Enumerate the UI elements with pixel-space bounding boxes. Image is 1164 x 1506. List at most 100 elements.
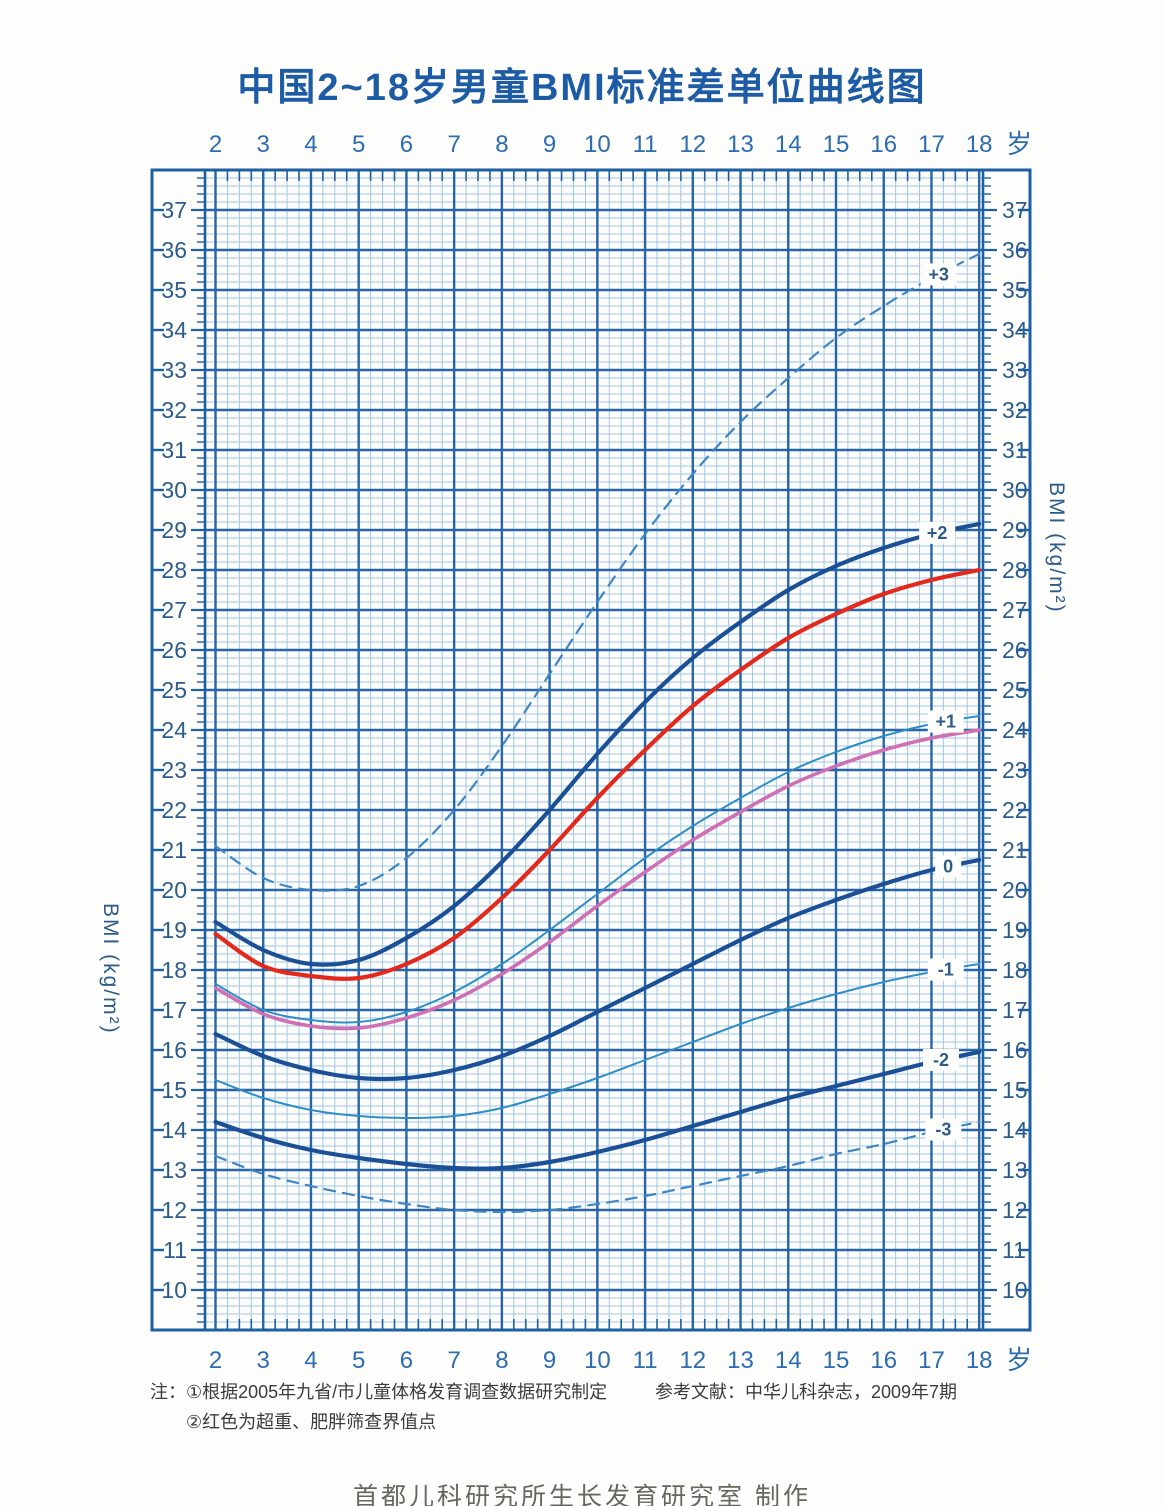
y-tick-label-left: 13	[161, 1157, 187, 1183]
y-tick-label-left: 32	[161, 397, 187, 423]
x-tick-label-top: 8	[495, 131, 508, 158]
y-tick-label-left: 37	[161, 197, 187, 223]
curve-label-chip	[927, 710, 964, 733]
curve-label-plus3: +3	[928, 264, 949, 284]
credit-line: 首都儿科研究所生长发育研究室 制作	[353, 1483, 811, 1506]
sd-curve-minus2	[213, 1049, 982, 1171]
y-tick-label-left: 23	[161, 757, 187, 783]
x-axis-unit-top: 岁	[1006, 129, 1032, 159]
y-tick-label-right: 26	[1002, 637, 1028, 663]
obesity-cutoff-curve	[213, 567, 982, 981]
y-tick-label-right: 18	[1002, 957, 1028, 983]
x-tick-label-top: 13	[727, 131, 754, 158]
sd-curve-0	[213, 857, 982, 1082]
curve-label-minus1: -1	[938, 960, 954, 980]
curve-label-chip	[927, 958, 964, 981]
overweight-cutoff-curve	[213, 728, 981, 1031]
x-tick-label-bottom: 9	[543, 1347, 556, 1374]
sd-curves	[213, 252, 982, 1214]
y-tick-label-left: 30	[161, 477, 187, 503]
grid-major-lines	[205, 170, 983, 1332]
curve-label-minus2: -2	[933, 1050, 949, 1070]
y-tick-label-right: 22	[1002, 797, 1028, 823]
y-tick-label-left: 15	[161, 1077, 187, 1103]
x-tick-label-top: 17	[918, 131, 945, 158]
x-tick-label-top: 10	[584, 131, 611, 158]
y-tick-label-right: 21	[1002, 837, 1028, 863]
x-tick-label-bottom: 2	[209, 1347, 222, 1374]
curve-label-chip	[935, 855, 962, 878]
y-tick-label-left: 21	[161, 837, 187, 863]
x-tick-label-top: 2	[209, 131, 222, 158]
y-axis-labels: 10 10 11 11 12 12 13 13 14 14 15 15 16 16 17 17 18 18 19 19…	[161, 197, 1027, 1303]
x-tick-label-top: 9	[543, 131, 556, 158]
y-tick-label-right: 28	[1002, 557, 1028, 583]
x-tick-label-top: 15	[823, 131, 850, 158]
y-axis-label-right: BMI (kg/m²)	[1045, 482, 1068, 614]
x-tick-label-bottom: 4	[304, 1347, 317, 1374]
footnote-line1: 注：①根据2005年九省/市儿童体格发育调查数据研究制定	[150, 1378, 607, 1404]
y-tick-label-left: 16	[161, 1037, 187, 1063]
y-tick-label-left: 11	[163, 1237, 187, 1263]
y-tick-label-left: 26	[161, 637, 187, 663]
footnote-red-meaning: ②红色为超重、肥胖筛查界值点	[186, 1412, 437, 1432]
curve-label-0: 0	[943, 857, 953, 877]
plot-frame	[150, 168, 1032, 1332]
x-tick-label-top: 6	[400, 131, 413, 158]
curve-label-plus1: +1	[936, 712, 957, 732]
y-tick-label-left: 34	[161, 317, 187, 343]
y-tick-label-right: 12	[1002, 1197, 1028, 1223]
y-tick-label-left: 12	[161, 1197, 187, 1223]
y-tick-label-left: 36	[161, 237, 187, 263]
x-axis-unit-bottom: 岁	[1006, 1345, 1032, 1375]
y-tick-label-left: 19	[161, 917, 187, 943]
footnote-prefix: 注：	[150, 1382, 186, 1402]
y-tick-label-right: 35	[1002, 277, 1028, 303]
x-tick-label-bottom: 17	[918, 1347, 945, 1374]
x-tick-label-top: 18	[966, 131, 993, 158]
sd-curve-plus3	[214, 252, 981, 892]
y-tick-label-right: 17	[1002, 997, 1028, 1023]
footnote-source: ①根据2005年九省/市儿童体格发育调查数据研究制定	[186, 1382, 608, 1402]
y-tick-label-right: 10	[1002, 1277, 1028, 1303]
x-tick-label-bottom: 14	[775, 1347, 802, 1374]
x-tick-label-bottom: 3	[257, 1347, 270, 1374]
y-tick-label-right: 34	[1002, 317, 1028, 343]
y-tick-label-right: 20	[1002, 877, 1028, 903]
footnote-reference: 参考文献：中华儿科杂志，2009年7期	[655, 1382, 958, 1402]
sd-curve-plus2	[213, 521, 982, 967]
y-tick-label-left: 17	[161, 997, 187, 1023]
x-tick-label-top: 14	[775, 131, 802, 158]
curve-label-chip	[920, 263, 957, 286]
x-axis-labels: 2233445566778899101011111212131314141515…	[209, 129, 1032, 1375]
x-tick-label-bottom: 12	[679, 1347, 706, 1374]
grid-minor-lines	[205, 170, 983, 1330]
y-tick-label-right: 37	[1002, 197, 1028, 223]
y-tick-label-right: 27	[1002, 597, 1028, 623]
y-tick-label-left: 33	[161, 357, 187, 383]
y-tick-label-left: 25	[161, 677, 187, 703]
y-tick-label-right: 31	[1002, 437, 1028, 463]
y-tick-label-right: 30	[1002, 477, 1028, 503]
y-tick-label-left: 20	[161, 877, 187, 903]
x-tick-label-top: 16	[870, 131, 897, 158]
y-tick-label-right: 33	[1002, 357, 1028, 383]
y-tick-label-right: 16	[1002, 1037, 1028, 1063]
x-tick-label-top: 3	[257, 131, 270, 158]
y-tick-label-right: 32	[1002, 397, 1028, 423]
outer-frame	[150, 168, 1032, 1332]
x-tick-label-bottom: 6	[400, 1347, 413, 1374]
y-tick-label-left: 18	[161, 957, 187, 983]
x-tick-label-bottom: 18	[966, 1347, 993, 1374]
sd-curve-plus1	[214, 715, 981, 1024]
curve-label-chip	[919, 521, 956, 544]
y-tick-label-right: 23	[1002, 757, 1028, 783]
page-title: 中国2~18岁男童BMI标准差单位曲线图	[237, 67, 927, 109]
y-tick-label-right: 36	[1002, 237, 1028, 263]
y-tick-label-right: 13	[1002, 1157, 1028, 1183]
y-tick-label-left: 10	[161, 1277, 187, 1303]
curve-labels: +3 +2 +1 0 -1 -2 -3	[919, 263, 964, 1141]
x-tick-label-bottom: 5	[352, 1347, 365, 1374]
